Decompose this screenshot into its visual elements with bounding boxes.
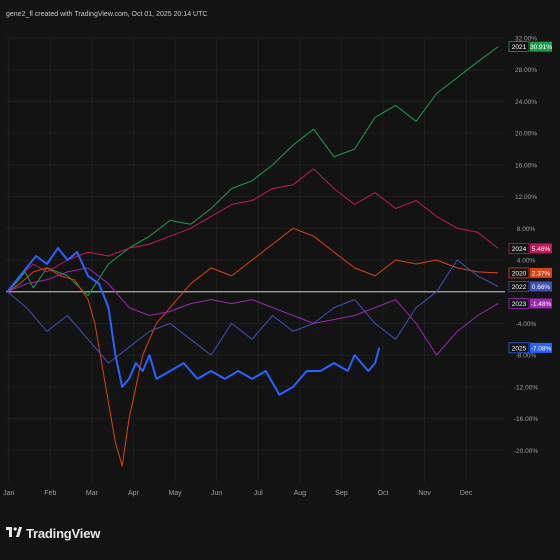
series-layer (6, 46, 499, 467)
x-tick-label: Jun (211, 490, 222, 497)
y-tick-label: 12.00% (515, 194, 537, 201)
x-tick-label: Mar (86, 490, 99, 497)
series-name-label: 2022 (512, 284, 527, 291)
x-tick-label: Aug (294, 490, 307, 497)
x-tick-label: Dec (460, 490, 473, 497)
y-tick-label: 4.00% (517, 258, 536, 265)
series-tag-2025: 2025 -7.08% (508, 342, 552, 354)
series-tag-2023: 2023 -1.48% (508, 298, 552, 309)
series-name-label: 2023 (512, 301, 527, 308)
x-axis: Jan Feb Mar Apr May Jun Jul Aug Sep Oct Nov Dec (3, 490, 473, 497)
series-value-box (530, 298, 552, 309)
series-value-box (530, 41, 552, 52)
series-name-label: 2025 (512, 345, 527, 352)
y-tick-label: -4.00% (516, 321, 537, 328)
series-line-2022 (7, 259, 499, 364)
x-tick-label: Sep (335, 490, 348, 497)
series-name-box (508, 342, 530, 354)
series-tags: 2021 30.91%2024 5.46%2020 2.37%2022 0.66%202… (508, 41, 552, 354)
y-axis: 32.00% 28.00% 24.00% 20.00% 16.00% 12.00% 8.00… (514, 36, 538, 455)
series-value-label: -1.48% (531, 301, 552, 308)
series-line-2025 (6, 247, 381, 396)
series-name-box (508, 281, 530, 292)
series-value-label: 2.37% (532, 270, 551, 277)
series-name-box (508, 298, 530, 309)
y-tick-label: 8.00% (517, 226, 536, 233)
y-tick-label: -20.00% (514, 448, 538, 455)
series-name-box (508, 267, 530, 279)
series-tag-2024: 2024 5.46% (508, 243, 552, 254)
x-tick-label: Jan (3, 490, 14, 497)
series-value-label: 0.66% (532, 284, 551, 291)
series-tag-2021: 2021 30.91% (508, 41, 552, 53)
series-value-box (530, 342, 552, 353)
y-tick-label: 20.00% (515, 131, 537, 138)
series-tag-2020: 2020 2.37% (508, 267, 552, 279)
y-tick-label: -12.00% (514, 384, 538, 391)
series-name-label: 2021 (512, 44, 527, 51)
series-line-2024 (7, 168, 499, 293)
tradingview-logo[interactable]: TradingView (6, 522, 100, 544)
series-name-label: 2024 (512, 246, 527, 253)
grid-layer (6, 37, 505, 482)
series-name-box (508, 41, 530, 53)
x-tick-label: May (168, 490, 182, 497)
x-tick-label: Feb (44, 490, 56, 497)
y-tick-label: 28.00% (515, 67, 537, 74)
series-value-label: 5.46% (532, 246, 551, 253)
y-tick-label: 24.00% (515, 99, 537, 106)
x-tick-label: Apr (128, 490, 140, 497)
series-line-2020 (7, 227, 499, 467)
series-value-box (530, 267, 552, 278)
chart-header: gene2_fl created with TradingView.com, O… (6, 11, 208, 18)
series-tag-2022: 2022 0.66% (508, 281, 552, 292)
series-line-2021 (7, 46, 499, 297)
y-tick-label: -8.00% (516, 353, 537, 360)
brand-name: TradingView (26, 525, 101, 541)
y-tick-label: 16.00% (515, 162, 537, 169)
tradingview-logo-icon (6, 527, 22, 537)
x-tick-label: Nov (418, 490, 431, 497)
series-name-box (508, 243, 530, 254)
x-tick-label: Oct (378, 490, 389, 497)
y-tick-label: 32.00% (515, 36, 537, 43)
series-value-box (530, 281, 552, 292)
series-value-box (530, 243, 552, 254)
series-value-label: 30.91% (530, 44, 552, 51)
series-value-label: -7.08% (531, 345, 552, 352)
series-name-label: 2020 (512, 270, 527, 277)
series-line-2023 (7, 267, 499, 356)
x-tick-label: Jul (254, 490, 263, 497)
y-tick-label: -16.00% (514, 416, 538, 423)
